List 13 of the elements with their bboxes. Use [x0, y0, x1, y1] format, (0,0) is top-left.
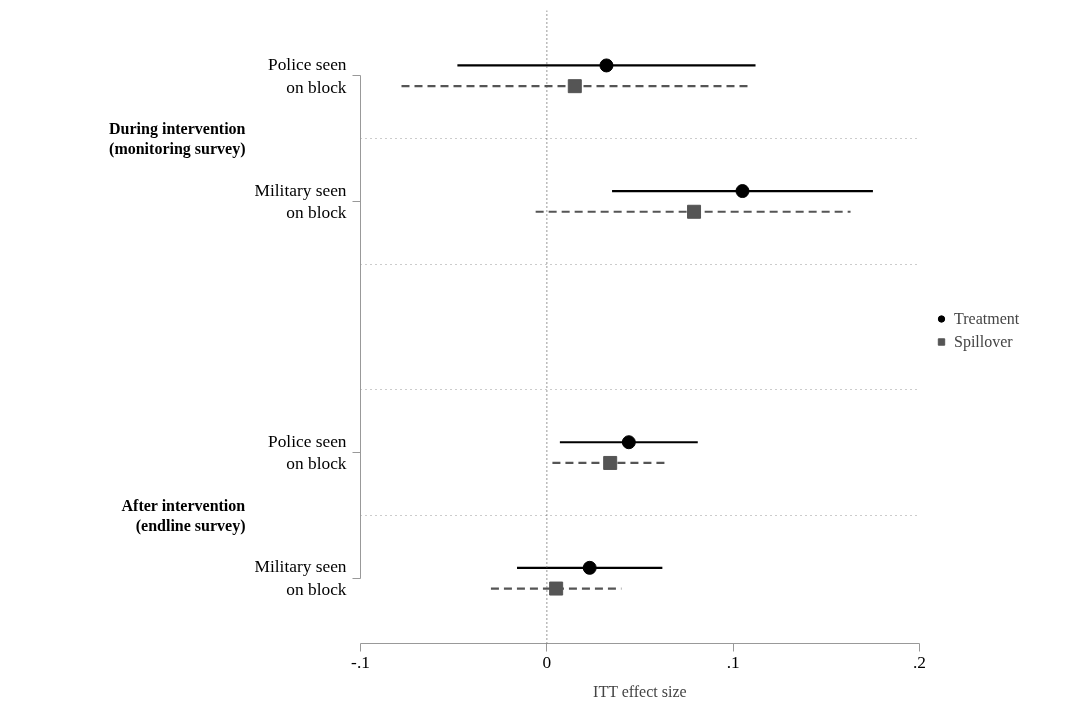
y-tick-label: Military seen on block — [254, 557, 347, 600]
x-tick-label: .1 — [726, 652, 740, 672]
x-tick-label: -.1 — [351, 652, 370, 672]
x-axis-title: ITT effect size — [593, 682, 687, 700]
y-tick-label: Police seen on block — [268, 431, 347, 474]
legend-label: Spillover — [954, 332, 1013, 351]
x-tick-label: 0 — [542, 652, 552, 672]
text: During intervention (monitoring survey) — [109, 119, 246, 159]
y-tick-label: Police seen on block — [268, 54, 347, 97]
text: After intervention (endline survey) — [121, 496, 246, 536]
x-tick-label: .2 — [913, 652, 926, 672]
y-tick-label: Military seen on block — [254, 180, 347, 223]
legend-label: Treatment — [954, 309, 1020, 328]
